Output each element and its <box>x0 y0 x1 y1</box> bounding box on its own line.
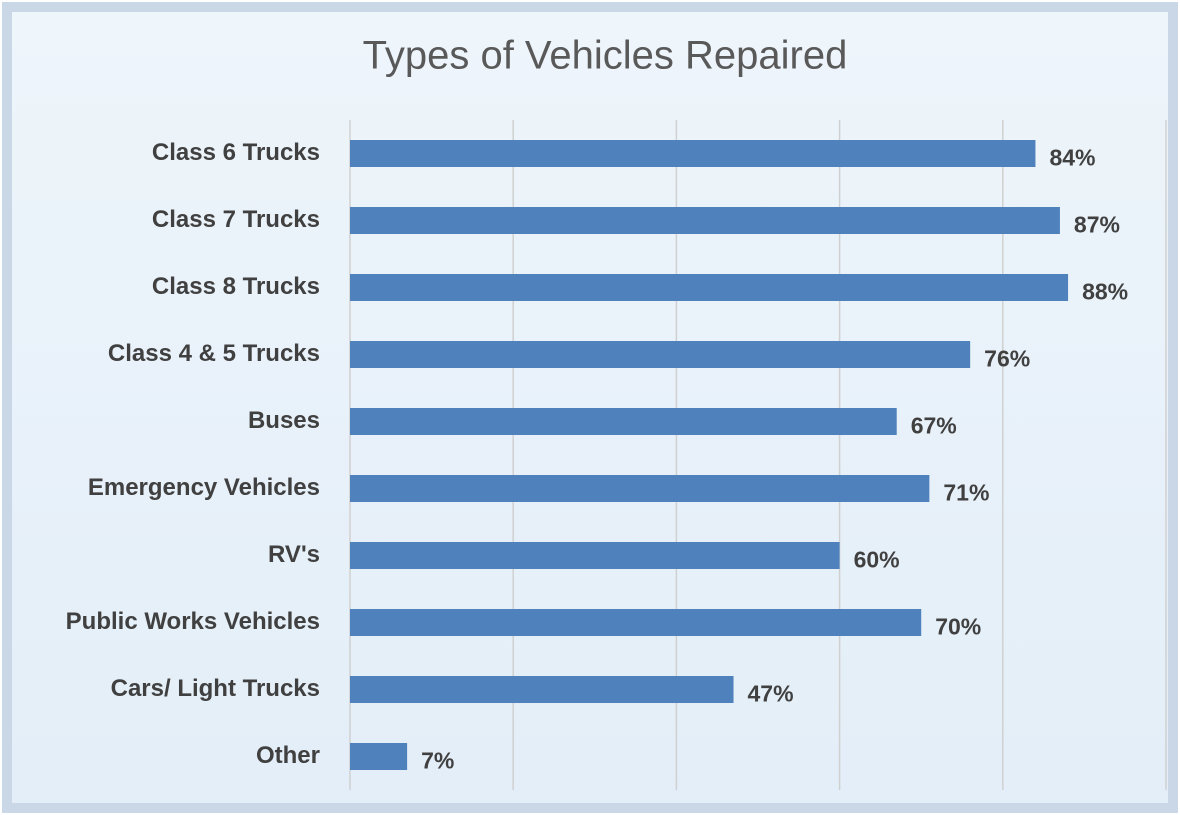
bar <box>350 475 930 502</box>
y-tick-label: Class 7 Trucks <box>152 206 320 233</box>
data-label: 87% <box>1074 212 1120 238</box>
bar <box>350 341 971 368</box>
bar <box>350 207 1060 234</box>
bar <box>350 140 1036 167</box>
data-label: 7% <box>421 748 454 774</box>
data-label: 47% <box>748 681 794 707</box>
data-label: 88% <box>1082 279 1128 305</box>
y-tick-label: RV's <box>268 541 320 568</box>
y-tick-label: Cars/ Light Trucks <box>111 675 320 702</box>
bar <box>350 408 897 435</box>
chart-title: Types of Vehicles Repaired <box>363 34 848 78</box>
y-tick-label: Buses <box>248 407 320 434</box>
bar <box>350 274 1069 301</box>
data-label: 60% <box>854 547 900 573</box>
bar <box>350 743 408 770</box>
y-tick-label: Public Works Vehicles <box>66 608 320 635</box>
data-label: 84% <box>1049 145 1095 171</box>
y-tick-label: Other <box>256 742 320 769</box>
bar <box>350 676 734 703</box>
y-tick-label: Class 8 Trucks <box>152 273 320 300</box>
bar <box>350 609 922 636</box>
data-label: 67% <box>911 413 957 439</box>
data-label: 70% <box>935 614 981 640</box>
bar <box>350 542 840 569</box>
data-label: 71% <box>943 480 989 506</box>
y-tick-label: Emergency Vehicles <box>88 474 320 501</box>
data-label: 76% <box>984 346 1030 372</box>
y-tick-label: Class 4 & 5 Trucks <box>108 340 320 367</box>
y-tick-label: Class 6 Trucks <box>152 139 320 166</box>
